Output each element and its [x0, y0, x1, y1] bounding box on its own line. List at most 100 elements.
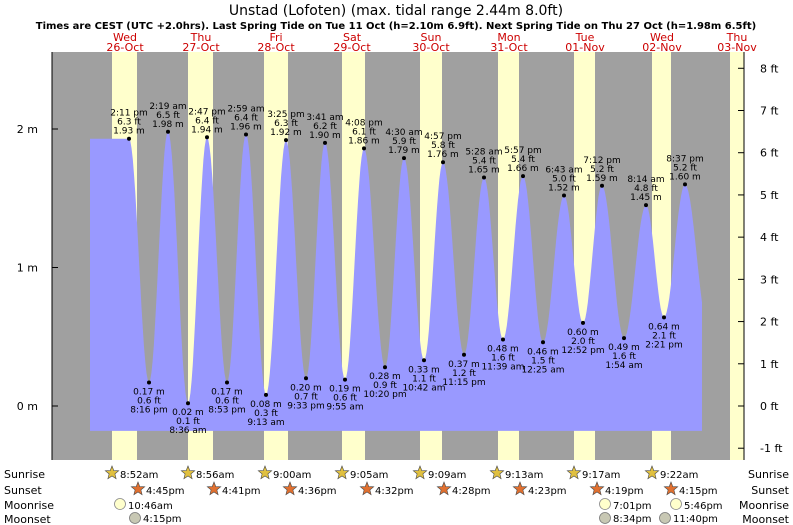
high-tide-ft: 5.0 ft — [552, 174, 576, 184]
low-tide-ft: 0.6 ft — [215, 396, 239, 406]
low-tide-time: 11:15 pm — [442, 378, 485, 388]
high-tide-m: 1.76 m — [427, 150, 459, 160]
low-tide-ft: 0.9 ft — [373, 381, 397, 391]
low-tide-ft: 0.6 ft — [137, 396, 161, 406]
high-tide-ft: 5.4 ft — [511, 155, 535, 165]
low-tide-time: 8:16 pm — [130, 405, 168, 415]
high-tide-ft: 6.3 ft — [117, 118, 141, 128]
high-tide-m: 1.92 m — [270, 128, 302, 138]
high-tide-ft: 6.5 ft — [156, 111, 180, 121]
day-date: 31-Oct — [490, 41, 528, 54]
day-name: Thu — [726, 31, 748, 44]
high-tide-m: 1.45 m — [630, 193, 662, 203]
day-labels: Wed26-OctThu27-OctFri28-OctSat29-OctSun3… — [106, 31, 757, 54]
high-tide-point — [402, 156, 406, 161]
chart-title: Unstad (Lofoten) (max. tidal range 2.44m… — [229, 3, 563, 19]
row-label-right: Moonset — [742, 513, 789, 525]
sunrise-icon — [489, 465, 505, 480]
high-tide-ft: 6.4 ft — [234, 114, 258, 124]
low-tide-m: 0.17 m — [211, 387, 243, 397]
high-tide-point — [644, 203, 648, 208]
high-tide-time: 5:57 pm — [504, 146, 542, 156]
high-tide-ft: 6.1 ft — [352, 127, 376, 137]
sunset-time: 4:28pm — [452, 486, 491, 497]
day-name: Sat — [343, 31, 362, 44]
high-tide-time: 7:12 pm — [583, 156, 621, 166]
day-name: Thu — [190, 31, 212, 44]
high-tide-m: 1.94 m — [191, 125, 223, 135]
row-label-left: Moonrise — [4, 499, 54, 512]
moonset-time: 11:40pm — [673, 514, 718, 525]
right-tick-label: 8 ft — [760, 62, 779, 75]
sunrise-icon — [334, 465, 350, 480]
low-tide-time: 12:52 pm — [561, 346, 604, 356]
low-tide-time: 9:13 am — [247, 418, 284, 428]
day-date: 27-Oct — [182, 41, 220, 54]
day-name: Fri — [269, 31, 282, 44]
sunset-icon — [589, 481, 605, 496]
high-tide-ft: 5.2 ft — [590, 165, 614, 175]
high-tide-time: 4:57 pm — [424, 132, 462, 142]
high-tide-m: 1.98 m — [152, 120, 184, 130]
low-tide-m: 0.46 m — [527, 347, 559, 357]
high-tide-time: 4:30 am — [385, 128, 422, 138]
high-tide-point — [205, 135, 209, 140]
left-tick-label: 1 m — [17, 262, 38, 275]
day-date: 02-Nov — [642, 41, 682, 54]
sunset-time: 4:19pm — [605, 486, 644, 497]
low-tide-ft: 1.5 ft — [531, 356, 555, 366]
high-tide-ft: 5.9 ft — [392, 137, 416, 147]
chart-subtitle: Times are CEST (UTC +2.0hrs). Last Sprin… — [36, 21, 756, 32]
low-tide-ft: 0.3 ft — [254, 409, 278, 419]
sunset-icon — [512, 481, 528, 496]
low-tide-time: 9:55 am — [326, 403, 363, 413]
sunrise-icon — [566, 465, 582, 480]
low-tide-point — [541, 340, 545, 345]
right-tick-label: 1 ft — [760, 358, 779, 371]
sunset-icon — [359, 481, 375, 496]
high-tide-time: 2:47 pm — [188, 107, 226, 117]
sunset-time: 4:15pm — [679, 486, 718, 497]
moonset-icon — [129, 512, 141, 524]
high-tide-ft: 6.2 ft — [313, 122, 337, 132]
sunrise-time: 9:05am — [350, 470, 388, 481]
moonrise-time: 7:01pm — [613, 501, 652, 512]
moonrise-icon — [670, 498, 682, 510]
high-tide-point — [562, 193, 566, 198]
moonset-icon — [599, 512, 611, 524]
low-tide-time: 10:42 am — [402, 383, 445, 393]
sunset-icon — [206, 481, 222, 496]
high-tide-m: 1.59 m — [586, 174, 618, 184]
low-tide-m: 0.37 m — [448, 360, 480, 370]
low-tide-time: 9:33 pm — [287, 401, 325, 411]
low-tide-point — [662, 315, 666, 320]
day-name: Mon — [497, 31, 520, 44]
sunrise-icon — [257, 465, 273, 480]
sunrise-time: 8:56am — [196, 470, 234, 481]
moonset-time: 4:15pm — [143, 514, 182, 525]
sunrise-time: 9:00am — [273, 470, 311, 481]
row-label-right: Sunrise — [748, 468, 789, 481]
high-tide-ft: 5.8 ft — [431, 141, 455, 151]
high-tide-point — [244, 132, 248, 137]
row-label-right: Sunset — [751, 484, 789, 497]
day-date: 28-Oct — [257, 41, 295, 54]
right-tick-label: 0 ft — [760, 400, 779, 413]
high-tide-ft: 6.3 ft — [274, 119, 298, 129]
high-tide-time: 8:14 am — [627, 175, 664, 185]
high-tide-ft: 5.4 ft — [472, 156, 496, 166]
high-tide-m: 1.90 m — [309, 131, 341, 141]
high-tide-time: 6:43 am — [545, 165, 582, 175]
high-tide-m: 1.93 m — [113, 127, 145, 137]
high-tide-ft: 6.4 ft — [195, 116, 219, 126]
low-tide-ft: 1.2 ft — [452, 369, 476, 379]
low-tide-m: 0.28 m — [369, 372, 401, 382]
high-tide-ft: 4.8 ft — [634, 184, 658, 194]
sunrise-time: 9:09am — [428, 470, 466, 481]
low-tide-ft: 1.6 ft — [491, 354, 515, 364]
low-tide-point — [264, 392, 268, 397]
moonrise-time: 5:46pm — [684, 501, 723, 512]
high-tide-point — [683, 182, 687, 187]
sunrise-icon — [180, 465, 196, 480]
